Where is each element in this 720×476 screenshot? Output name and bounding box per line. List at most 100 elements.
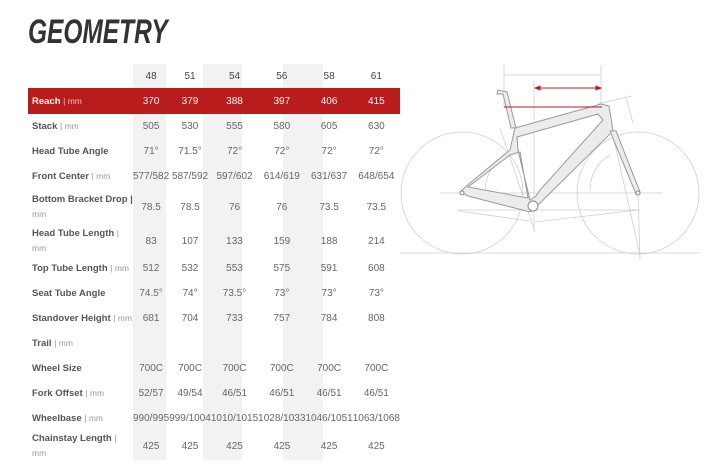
table-cell: 425: [368, 440, 385, 452]
table-cell: 425: [181, 440, 199, 452]
table-cell: 72°: [274, 146, 290, 157]
row-label: Head Tube Angle: [28, 139, 133, 164]
table-cell: [305, 331, 352, 356]
size-header: 48: [145, 70, 157, 82]
table-cell: 214: [368, 235, 385, 247]
table-cell: 159: [273, 235, 291, 247]
table-cell: 73.5°: [222, 288, 247, 299]
table-cell: 49/54: [177, 388, 203, 399]
table-cell: 512: [142, 263, 160, 274]
table-cell: 587/592: [171, 171, 209, 182]
table-cell: 1046/1051: [305, 413, 353, 424]
table-cell: 73.5: [366, 202, 387, 213]
row-unit: | mm: [85, 388, 105, 398]
table-cell: 73°: [274, 288, 290, 299]
table-cell: 630: [368, 121, 385, 132]
table-cell: 608: [368, 263, 385, 274]
table-row: Head Tube Length | mm 83 107 133 159 188 214: [28, 226, 400, 256]
table-cell: 425: [142, 440, 160, 452]
table-cell: 83: [145, 235, 157, 247]
row-unit: | mm: [91, 171, 111, 181]
table-cell: 406: [305, 88, 353, 114]
page-title: GEOMETRY: [28, 13, 168, 51]
column-shade: [283, 64, 323, 460]
table-cell: 46/51: [269, 388, 295, 399]
row-label: Standover Height | mm: [28, 306, 133, 331]
table-cell: [211, 331, 258, 356]
frame: [459, 89, 641, 213]
row-label-text: Front Center: [32, 171, 89, 182]
table-cell: 425: [226, 440, 243, 452]
table-cell: 107: [181, 235, 199, 247]
table-cell: 76: [276, 202, 288, 213]
size-header: 54: [228, 70, 241, 82]
table-cell: 700C: [269, 363, 294, 374]
table-cell: 757: [273, 313, 291, 324]
row-label-text: Fork Offset: [32, 388, 83, 399]
table-cell: 370: [133, 88, 170, 114]
table-cell: 379: [169, 88, 211, 114]
size-header: 51: [184, 70, 196, 82]
row-label: Wheel Size: [28, 356, 133, 381]
table-cell: 72°: [368, 146, 384, 157]
table-row: Standover Height | mm 681 704 733 757 784 808: [28, 306, 400, 331]
row-label: Chainstay Length | mm: [28, 431, 133, 461]
table-cell: 388: [210, 88, 259, 114]
row-label: Head Tube Length | mm: [28, 226, 133, 256]
row-label: Top Tube Length | mm: [28, 256, 133, 281]
table-cell: 700C: [317, 363, 342, 374]
table-cell: 648/654: [358, 171, 395, 182]
table-row: Top Tube Length | mm 512 532 553 575 591 608: [28, 256, 400, 281]
table-row: Stack | mm 505 530 555 580 605 630: [28, 114, 400, 139]
table-cell: 700C: [364, 363, 389, 374]
row-label-text: Standover Height: [32, 313, 111, 324]
row-label-text: Chainstay Length: [32, 433, 112, 444]
table-cell: 591: [320, 263, 338, 274]
row-label-text: Reach: [32, 95, 61, 107]
table-cell: [169, 331, 211, 356]
table-cell: 73°: [368, 288, 384, 299]
table-cell: 72°: [321, 146, 337, 157]
table-row: Wheel Size 700C 700C 700C 700C 700C 700C: [28, 356, 400, 381]
row-unit: | mm: [32, 433, 117, 458]
row-label-text: Top Tube Length: [32, 263, 108, 274]
table-cell: 76: [228, 202, 241, 213]
column-shade: [133, 64, 166, 460]
table-cell: [258, 331, 305, 356]
table-cell: 73°: [321, 288, 337, 299]
table-cell: 73.5: [319, 202, 339, 213]
table-cell: 532: [181, 263, 199, 274]
row-unit: | mm: [32, 228, 120, 253]
row-label-text: Wheelbase: [32, 413, 82, 424]
table-cell: 78.5: [180, 202, 200, 213]
size-header: 56: [276, 70, 288, 82]
row-label: Wheelbase | mm: [28, 406, 133, 431]
row-unit: | mm: [54, 338, 73, 348]
table-cell: 1010/1015: [210, 413, 259, 424]
row-unit: | mm: [84, 413, 104, 423]
table-cell: [133, 331, 169, 356]
table-cell: 74.5°: [139, 288, 163, 299]
table-cell: 631/637: [311, 171, 348, 182]
table-cell: 614/619: [263, 171, 300, 182]
table-cell: 71°: [143, 146, 159, 157]
row-label-text: Wheel Size: [32, 362, 82, 374]
table-cell: 78.5: [141, 202, 161, 213]
row-label: Stack | mm: [28, 114, 133, 139]
table-row: Front Center | mm 577/582 587/592 597/602 61…: [28, 164, 400, 189]
table-cell: 999/1004: [169, 413, 211, 424]
geometry-table: 48 51 54 56 58 61 Reach | mm 370 379 388 397 406 41…: [28, 64, 400, 461]
row-unit: | mm: [63, 95, 82, 106]
table-cell: 577/582: [133, 171, 170, 182]
row-label-text: Seat Tube Angle: [32, 287, 106, 299]
row-label: Front Center | mm: [28, 164, 133, 189]
row-label: Fork Offset | mm: [28, 381, 133, 406]
table-cell: 553: [226, 263, 243, 274]
table-cell: 415: [352, 88, 400, 114]
table-cell: 46/51: [222, 388, 248, 399]
table-cell: 52/57: [138, 388, 164, 399]
table-cell: 133: [226, 235, 243, 247]
table-cell: 555: [226, 121, 243, 132]
row-label: Seat Tube Angle: [28, 281, 133, 306]
table-cell: 990/995: [133, 413, 170, 424]
